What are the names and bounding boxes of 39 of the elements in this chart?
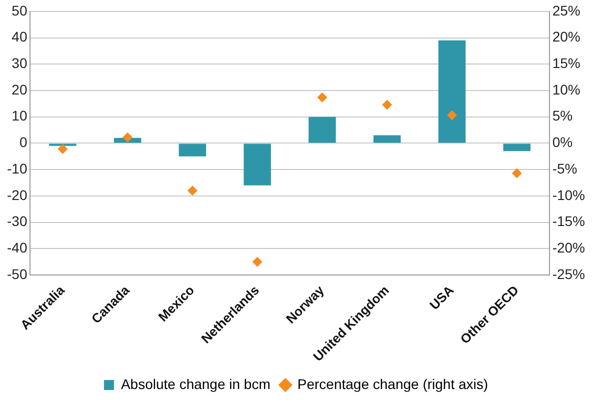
bar (373, 135, 401, 143)
y2-tick-label: -5% (552, 160, 578, 176)
x-tick-label: USA (426, 282, 458, 313)
y-tick-label: -50 (7, 266, 28, 282)
y2-tick-label: -25% (552, 266, 586, 282)
y2-tick-label: -15% (552, 213, 586, 230)
bar (178, 144, 206, 156)
point (187, 186, 198, 196)
y-tick-label: 40 (12, 28, 28, 45)
bar (244, 144, 271, 186)
point (58, 144, 68, 154)
y-tick-label: -30 (7, 213, 28, 230)
y-tick-label: -10 (7, 160, 28, 176)
bar (438, 40, 466, 143)
y-tick-label: 10 (12, 108, 28, 124)
point (382, 100, 392, 110)
point (122, 132, 133, 142)
y-tick-label: -20 (7, 186, 28, 203)
y-tick-label: 30 (12, 54, 28, 71)
legend-label: Absolute change in bcm (120, 376, 270, 392)
bar (308, 116, 336, 143)
y2-tick-label: 5% (552, 108, 573, 124)
y-tick-label: 50 (12, 2, 28, 18)
point (252, 256, 262, 267)
y-tick-label: -40 (7, 239, 28, 256)
y2-tick-label: 15% (552, 54, 580, 71)
y2-tick-label: 25% (552, 2, 580, 18)
point (446, 110, 457, 120)
point (512, 168, 522, 178)
bar (503, 144, 530, 152)
y2-tick-label: -10% (552, 186, 586, 203)
y2-tick-label: 10% (552, 81, 580, 98)
point (317, 92, 328, 102)
y2-tick-label: 20% (552, 28, 580, 45)
legend-label: Percentage change (right axis) (297, 376, 488, 392)
y2-tick-label: 0% (552, 134, 573, 150)
y-tick-label: 20 (12, 81, 28, 98)
y2-tick-label: -20% (552, 239, 586, 256)
y-tick-label: 0 (19, 134, 28, 150)
